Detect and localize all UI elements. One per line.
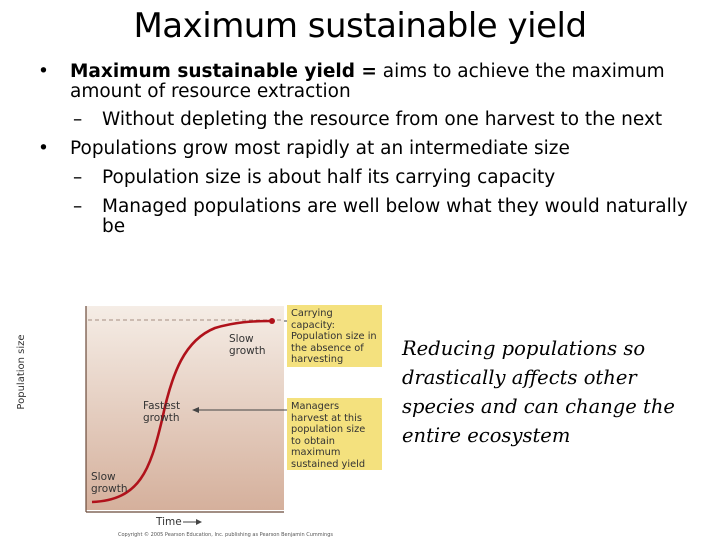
y-axis-label: Population size: [16, 334, 27, 410]
bullet-text: Populations grow most rapidly at an inte…: [70, 138, 570, 159]
sub-bullet-dash-icon: –: [73, 109, 83, 130]
bullet-dot-icon: •: [38, 61, 49, 82]
copyright-text: Copyright © 2005 Pearson Education, Inc.…: [118, 532, 334, 538]
slide-title: Maximum sustainable yield: [133, 6, 587, 46]
x-axis-arrow-icon: [183, 519, 202, 525]
sub-bullet-dash-icon: –: [73, 196, 83, 217]
logistic-growth-curve: [91, 319, 273, 504]
bullet-term: Maximum sustainable yield =: [70, 61, 377, 82]
arrowhead-left-icon: [192, 407, 199, 413]
bullet-dot-icon: •: [38, 138, 49, 159]
bullet-text: aims to achieve the maximum amount of re…: [70, 61, 665, 102]
carrying-capacity-point: [269, 318, 275, 324]
sub-bullet-half-capacity: – Population size is about half its carr…: [32, 168, 702, 188]
bullet-populations-grow: • Populations grow most rapidly at an in…: [32, 139, 702, 159]
plot-panel: [86, 306, 284, 510]
callout-carrying-capacity: Carrying capacity: Population size in th…: [287, 305, 382, 367]
sub-bullet-text: Without depleting the resource from one …: [102, 109, 663, 130]
ecosystem-note: Reducing populations so drastically affe…: [402, 337, 675, 447]
sub-bullet-managed-populations: – Managed populations are well below wha…: [32, 197, 702, 237]
label-slow-growth-top: Slow growth: [229, 333, 266, 357]
sub-bullet-text: Population size is about half its carryi…: [102, 167, 556, 188]
sub-bullet-without-depleting: – Without depleting the resource from on…: [32, 110, 702, 130]
bullet-msy-definition: • Maximum sustainable yield = aims to ac…: [32, 62, 702, 102]
callout-managers-harvest: Managers harvest at this population size…: [287, 398, 382, 470]
sub-bullet-dash-icon: –: [73, 167, 83, 188]
sub-bullet-text: Managed populations are well below what …: [102, 196, 688, 237]
label-fastest-growth: Fastest growth: [143, 400, 181, 424]
bullet-list: • Maximum sustainable yield = aims to ac…: [32, 62, 702, 237]
x-axis-label: Time: [156, 516, 182, 528]
label-slow-growth-bottom: Slow growth: [91, 471, 128, 495]
